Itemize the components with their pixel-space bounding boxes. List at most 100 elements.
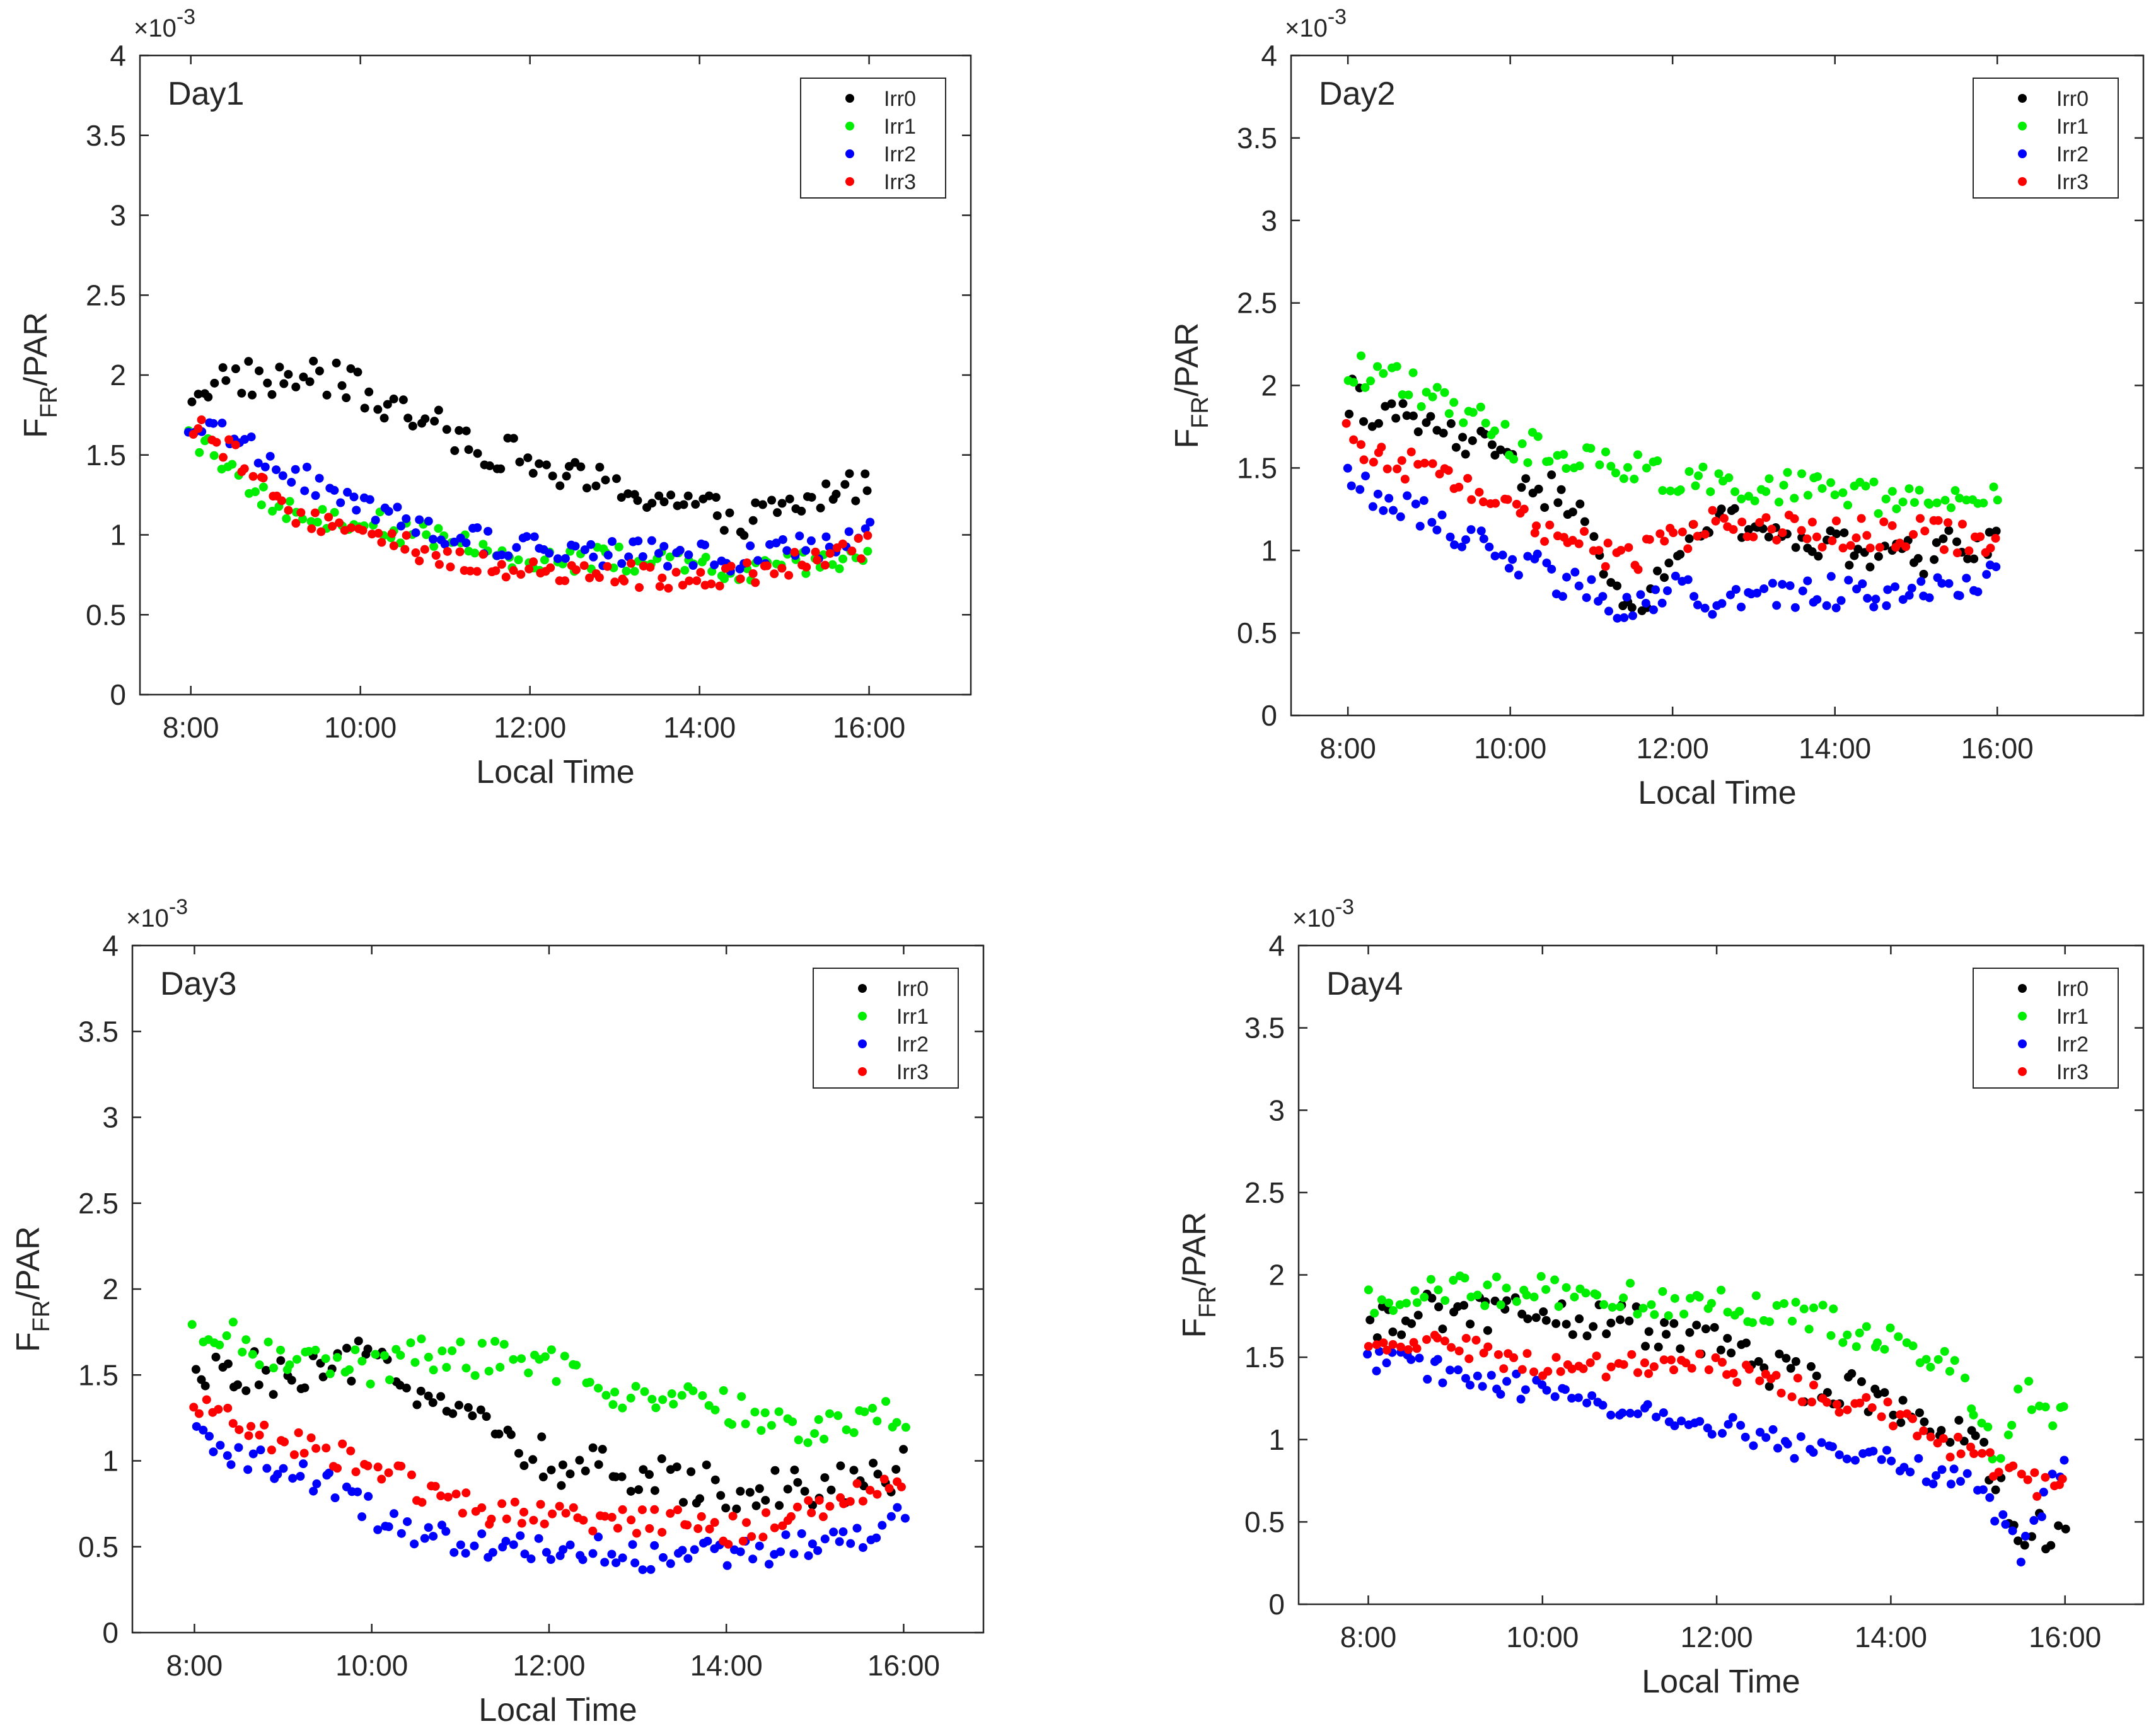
data-point	[1641, 1341, 1650, 1351]
data-point	[1574, 539, 1584, 548]
data-point	[852, 1479, 862, 1488]
data-point	[464, 445, 473, 454]
data-point	[1487, 1370, 1496, 1380]
y-exponent-power: -3	[1335, 895, 1354, 919]
data-point	[1437, 510, 1447, 519]
data-point	[1679, 1309, 1689, 1319]
data-point	[1840, 528, 1849, 538]
data-point	[1716, 1345, 1725, 1355]
data-point	[371, 1350, 380, 1359]
data-point	[410, 1539, 419, 1549]
data-point	[1512, 499, 1521, 509]
data-point	[1772, 601, 1782, 610]
data-point	[813, 1546, 823, 1555]
data-point	[1368, 502, 1377, 511]
data-point	[1782, 1353, 1791, 1363]
data-point	[1873, 1389, 1882, 1399]
data-point	[1787, 1392, 1797, 1401]
data-point	[510, 1497, 519, 1507]
data-point	[1898, 595, 1908, 605]
data-point	[403, 1517, 412, 1526]
data-point	[741, 1419, 750, 1428]
data-point	[1627, 1350, 1637, 1359]
data-point	[1920, 526, 1930, 536]
x-tick-label: 16:00	[833, 711, 905, 744]
data-point	[1458, 432, 1468, 442]
data-point	[560, 1351, 569, 1361]
data-point	[1550, 1392, 1560, 1401]
data-point	[1708, 506, 1717, 515]
data-point	[1807, 1397, 1816, 1407]
data-point	[1631, 1302, 1641, 1312]
data-point	[1438, 1378, 1447, 1387]
x-tick-label: 12:00	[1637, 732, 1709, 765]
data-point	[1517, 439, 1527, 448]
data-point	[1933, 516, 1943, 525]
data-point	[490, 1336, 500, 1346]
data-point	[1939, 545, 1949, 554]
data-point	[893, 1503, 902, 1512]
data-point	[774, 1407, 784, 1416]
data-point	[540, 1352, 550, 1362]
data-point	[516, 570, 526, 579]
data-point	[1817, 483, 1827, 493]
data-point	[470, 1541, 479, 1551]
data-point	[803, 1438, 813, 1447]
data-point	[810, 1429, 820, 1438]
data-point	[658, 1527, 667, 1537]
data-point	[728, 1512, 738, 1521]
data-point	[1886, 1323, 1895, 1333]
data-point	[1533, 549, 1542, 558]
data-point	[257, 500, 266, 509]
data-point	[644, 1470, 654, 1479]
data-point	[1807, 518, 1817, 527]
data-point	[598, 1445, 607, 1454]
data-point	[860, 1407, 869, 1416]
data-point	[655, 582, 664, 591]
data-point	[1372, 1340, 1381, 1350]
y-exponent-label: ×10-3	[1292, 895, 1354, 932]
data-point	[1701, 1324, 1710, 1334]
data-point	[449, 1548, 459, 1557]
data-point	[1717, 504, 1726, 514]
data-point	[212, 437, 221, 447]
data-point	[455, 547, 465, 557]
data-point	[248, 1350, 257, 1359]
data-point	[736, 1486, 745, 1496]
data-point	[328, 521, 337, 531]
data-point	[1459, 418, 1468, 427]
data-point	[1422, 388, 1431, 397]
data-point	[1799, 1304, 1809, 1314]
data-point	[776, 1547, 785, 1556]
data-point	[814, 1415, 823, 1425]
data-point	[1703, 1423, 1712, 1433]
data-point	[304, 1346, 314, 1356]
data-point	[1818, 1300, 1828, 1310]
data-point	[617, 559, 627, 569]
data-point	[1660, 1318, 1669, 1328]
data-point	[1790, 514, 1799, 523]
data-point	[1865, 543, 1875, 553]
data-point	[1764, 532, 1773, 541]
data-point	[1503, 495, 1512, 504]
data-point	[790, 1465, 799, 1474]
data-point	[618, 1505, 627, 1514]
data-point	[811, 547, 820, 557]
data-point	[1370, 1309, 1379, 1318]
data-point	[1862, 1392, 1871, 1402]
data-point	[1532, 521, 1541, 531]
x-tick-label: 8:00	[166, 1649, 223, 1682]
data-point	[828, 560, 837, 569]
data-point	[1952, 548, 1962, 558]
data-point	[594, 1460, 603, 1469]
data-point	[1704, 1365, 1713, 1375]
data-point	[1384, 494, 1394, 503]
data-point	[1711, 1353, 1720, 1362]
data-point	[406, 1338, 415, 1348]
data-point	[1651, 585, 1660, 594]
data-point	[872, 1490, 882, 1499]
data-point	[835, 564, 844, 574]
data-point	[1595, 460, 1604, 470]
data-point	[1797, 526, 1806, 535]
data-point	[664, 584, 673, 593]
